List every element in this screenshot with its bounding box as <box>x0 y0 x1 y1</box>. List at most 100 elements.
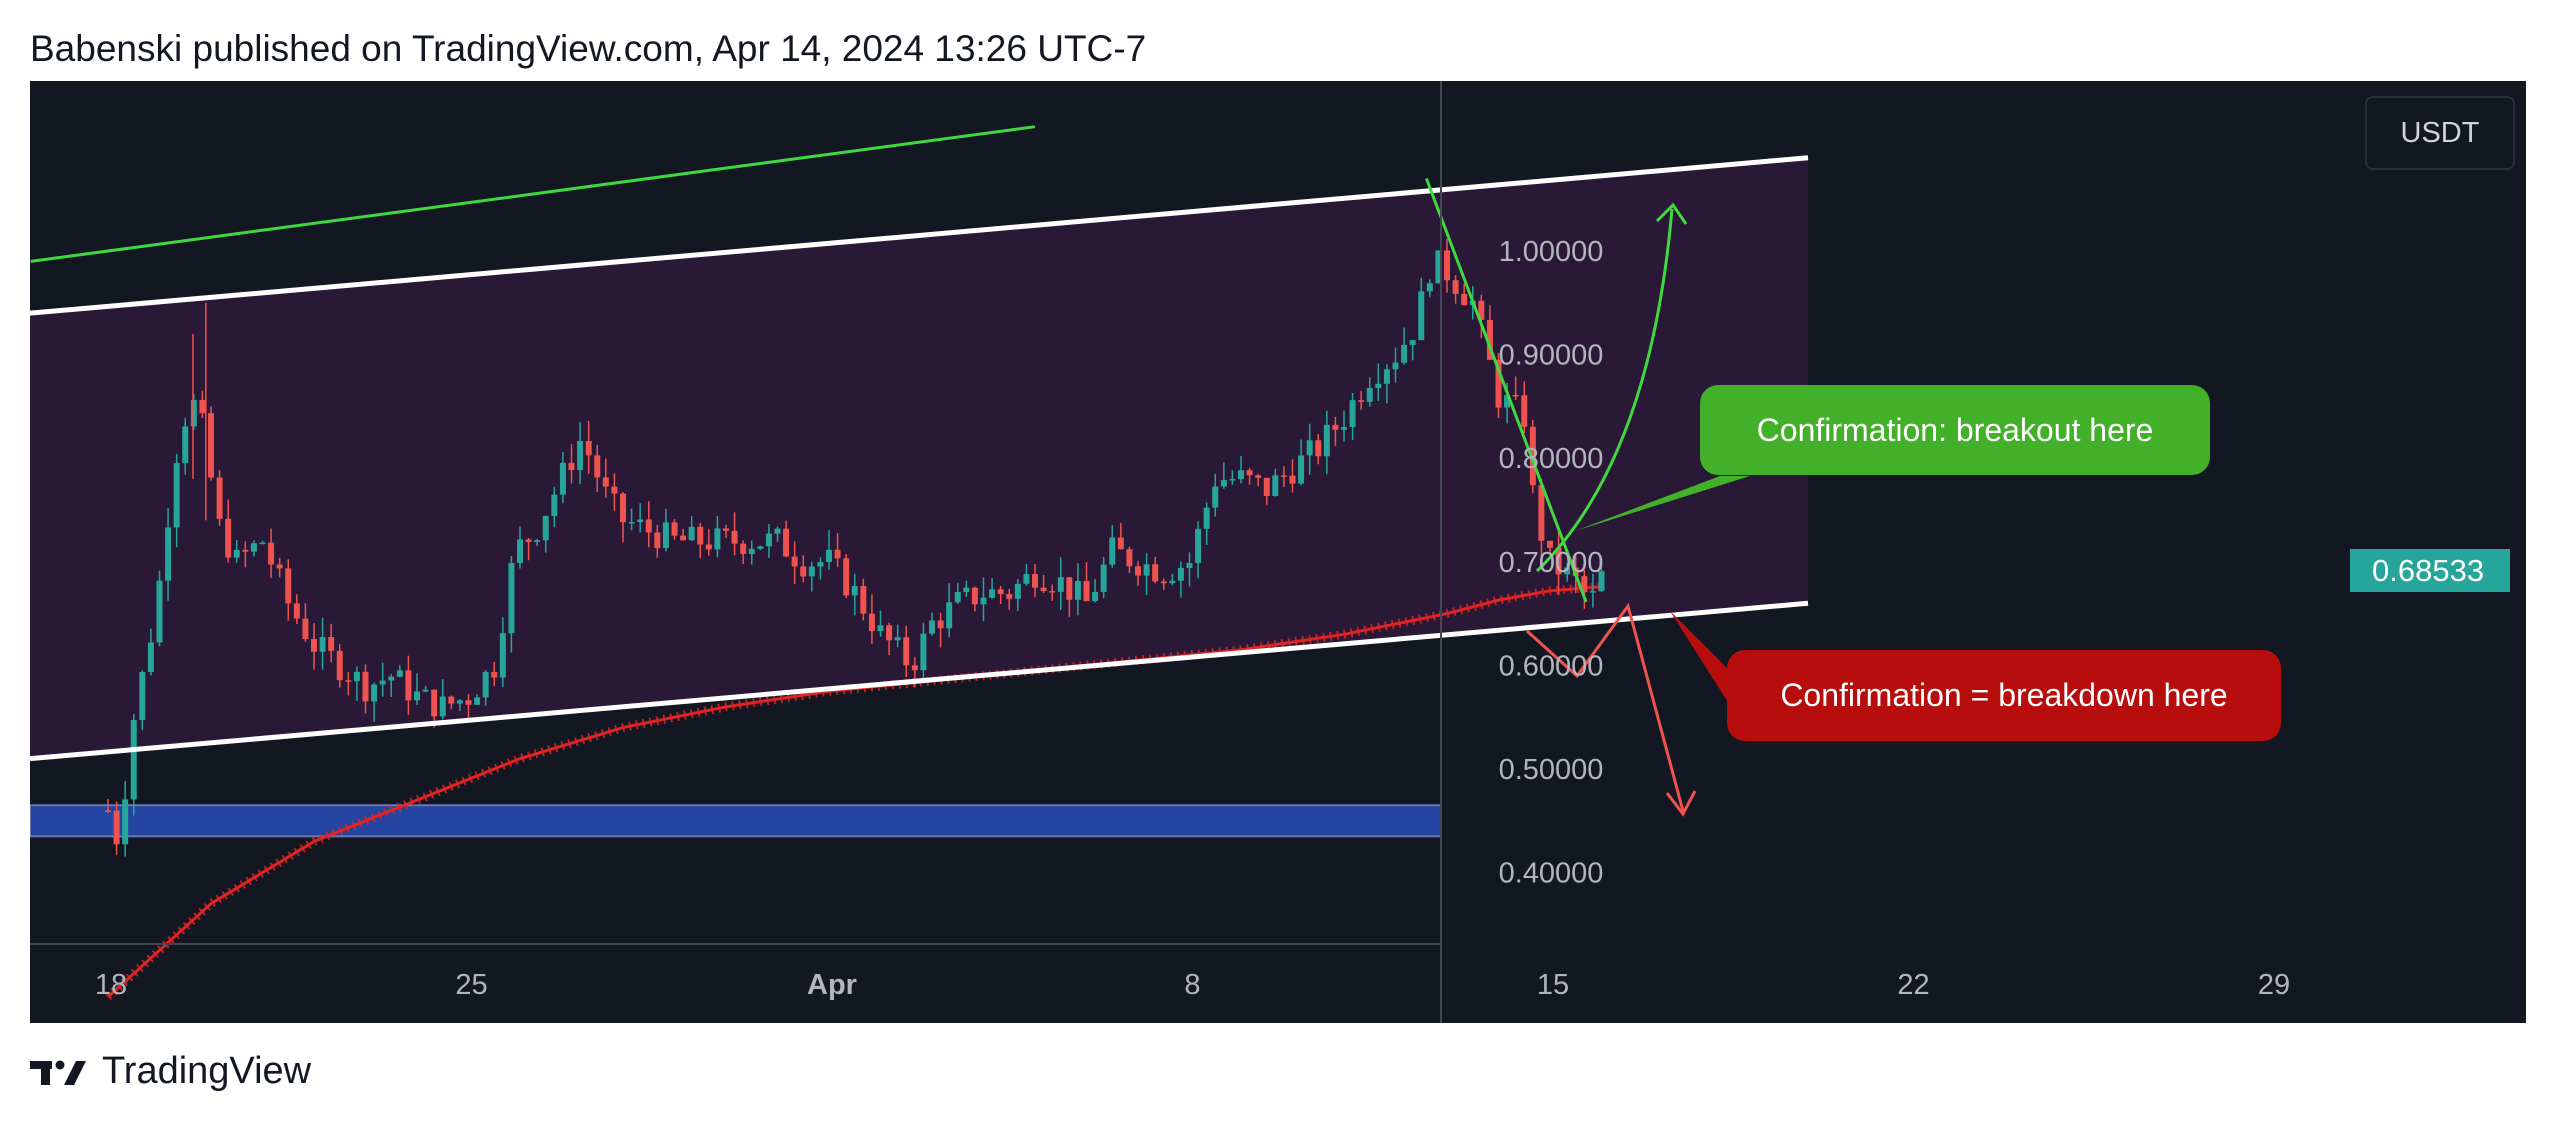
breakout-annotation[interactable]: Confirmation: breakout here <box>1700 385 2210 475</box>
candle-body <box>971 587 978 605</box>
candle-body <box>559 462 566 495</box>
chart-area[interactable]: 1.00000 0.90000 0.80000 0.70000 0.60000 0.500… <box>30 81 2526 1023</box>
candle-body <box>791 556 798 567</box>
candle-body <box>800 566 807 577</box>
candle-body <box>894 637 901 641</box>
candle-body <box>671 522 678 536</box>
footer: TradingView <box>30 1050 311 1093</box>
candle-body <box>130 719 137 800</box>
candle-body <box>199 399 206 414</box>
candle-body <box>783 528 790 557</box>
breakdown-annotation[interactable]: Confirmation = breakdown here <box>1727 650 2281 741</box>
candle-body <box>1323 424 1330 457</box>
candle-body <box>903 637 910 666</box>
x-tick-label: Apr <box>807 969 857 1001</box>
tradingview-brand: TradingView <box>102 1050 312 1092</box>
candle-body <box>1486 319 1493 360</box>
candle-body <box>963 587 970 592</box>
candle-body <box>1263 477 1270 496</box>
upper-trend-line <box>30 125 1036 263</box>
breakout-arrow <box>1535 208 1674 573</box>
candle-body <box>250 543 257 552</box>
candle-body <box>705 544 712 550</box>
candle-body <box>1255 475 1262 478</box>
candle-body <box>1375 383 1382 389</box>
candle-body <box>1238 470 1244 480</box>
candle-body <box>1529 426 1536 486</box>
candle-body <box>1581 576 1588 593</box>
candle-body <box>748 548 755 554</box>
candle-body <box>1504 394 1511 408</box>
candle-body <box>259 542 266 545</box>
candle-body <box>448 696 455 704</box>
candle-body <box>886 625 893 641</box>
descending-trend-line <box>1424 177 1588 603</box>
candle-body <box>1100 564 1107 592</box>
candle-body <box>113 810 120 845</box>
y-tick-label: 1.00000 <box>1499 236 1604 268</box>
candle-body <box>542 516 549 541</box>
candle-body <box>379 680 386 685</box>
candle-body <box>1143 564 1150 576</box>
candle-body <box>1426 283 1433 292</box>
candle-body <box>851 585 858 596</box>
tradingview-logo-icon[interactable] <box>30 1057 90 1087</box>
candle-body <box>585 440 592 456</box>
y-tick-label: 0.70000 <box>1499 547 1604 579</box>
candle-body <box>147 642 154 673</box>
candle-body <box>1203 507 1210 529</box>
candle-body <box>817 562 824 567</box>
candle-body <box>946 602 953 629</box>
x-tick-label: 8 <box>1184 969 1200 1001</box>
candle-body <box>714 528 721 550</box>
candle-body <box>276 564 283 569</box>
candle-body <box>517 539 523 564</box>
candle-body <box>989 589 996 598</box>
candle-body <box>1014 583 1021 599</box>
x-tick-label: 22 <box>1897 969 1929 1001</box>
candle-body <box>1083 580 1090 602</box>
candle-body <box>396 670 403 677</box>
candle-body <box>1435 250 1442 284</box>
support-zone <box>30 804 1442 838</box>
candle-body <box>1126 549 1133 567</box>
candle-body <box>997 589 1004 595</box>
candle-body <box>1589 591 1596 593</box>
candle-body <box>740 543 747 554</box>
x-tick-label: 29 <box>2258 969 2290 1001</box>
candle-body <box>1452 280 1459 294</box>
currency-selector[interactable]: USDT <box>2365 96 2515 170</box>
candle-body <box>602 477 609 487</box>
candle-body <box>877 625 884 632</box>
candle-body <box>353 671 360 682</box>
candle-body <box>620 493 626 523</box>
breakdown-arrowhead <box>1665 790 1697 817</box>
candle-body <box>319 637 326 652</box>
candle-body <box>371 684 378 702</box>
candle-body <box>757 546 764 549</box>
candle-body <box>1392 362 1399 370</box>
candle-body <box>1289 475 1296 484</box>
candle-body <box>1521 395 1528 427</box>
candle-body <box>774 528 781 534</box>
candle-body <box>302 618 309 640</box>
candle-body <box>431 689 438 717</box>
candle-body <box>826 549 832 563</box>
candle-body <box>1418 291 1425 341</box>
candle-body <box>662 522 669 549</box>
candle-body <box>765 533 772 547</box>
candle-body <box>1066 577 1073 600</box>
candle-body <box>1006 594 1013 599</box>
candle-body <box>388 676 395 681</box>
price-chart[interactable]: 1.00000 0.90000 0.80000 0.70000 0.60000 0.500… <box>30 81 2526 1023</box>
candle-body <box>1564 567 1571 575</box>
candle-body <box>1444 250 1450 281</box>
candle-body <box>311 639 317 652</box>
candle-body <box>680 535 687 541</box>
candle-body <box>439 696 446 717</box>
candle-body <box>499 633 506 678</box>
y-tick-label: 0.50000 <box>1499 754 1604 786</box>
candle-body <box>808 566 815 577</box>
candle-body <box>491 671 498 678</box>
candle-body <box>139 672 146 720</box>
